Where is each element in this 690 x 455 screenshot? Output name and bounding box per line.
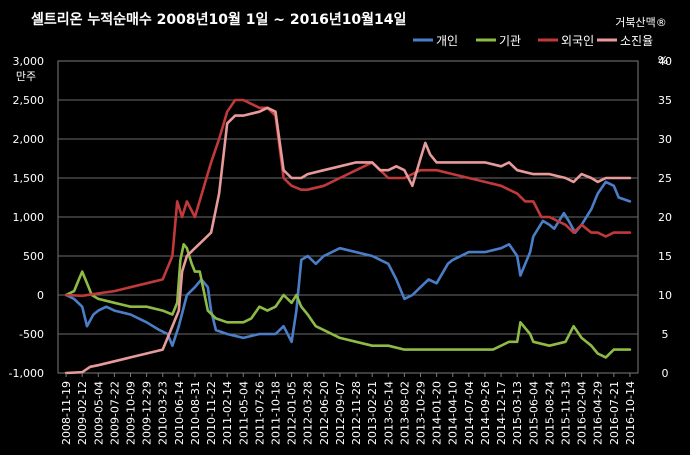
x-tick-label: 2012-03-28	[302, 381, 315, 445]
x-tick-label: 2013-05-14	[382, 381, 395, 445]
x-tick-label: 2014-09-26	[479, 381, 492, 445]
y-right-tick-label: 0	[662, 367, 669, 380]
x-tick-label: 2016-10-14	[624, 381, 637, 445]
legend-label: 개인	[436, 34, 458, 48]
legend-label: 소진율	[620, 34, 653, 48]
x-tick-label: 2014-07-04	[463, 381, 476, 445]
y-left-tick-label: 1,500	[13, 172, 45, 185]
x-tick-label: 2010-11-22	[205, 381, 218, 445]
x-tick-label: 2016-02-04	[576, 381, 589, 445]
x-tick-label: 2009-05-04	[92, 381, 105, 445]
series-line-1	[64, 243, 632, 359]
x-tick-label: 2010-08-31	[189, 381, 202, 445]
y-left-tick-label: 1,000	[13, 211, 45, 224]
x-tick-label: 2014-12-17	[495, 381, 508, 445]
y-right-tick-label: 25	[658, 172, 672, 185]
watermark-text: 거북산맥®	[615, 16, 666, 29]
x-tick-label: 2015-03-13	[511, 381, 524, 445]
x-tick-label: 2011-07-26	[253, 381, 266, 445]
y-left-tick-label: 2,500	[13, 94, 45, 107]
axis-labels: -1,000 -500 0 500 1,000 1,500 2,000 2,500 3,000 0…	[9, 55, 672, 445]
x-tick-label: 2013-10-29	[415, 381, 428, 445]
legend: 개인 기관 외국인 소진율	[413, 34, 653, 48]
y-right-tick-label: 10	[658, 289, 672, 302]
right-axis-unit: %	[658, 54, 668, 67]
series-line-0	[64, 180, 632, 347]
y-left-tick-label: -500	[19, 328, 44, 341]
x-tick-label: 2013-08-02	[398, 381, 411, 445]
y-left-tick-label: -1,000	[9, 367, 44, 380]
y-right-tick-label: 40	[658, 55, 672, 68]
x-tick-label: 2008-11-19	[60, 381, 73, 445]
series-lines	[64, 98, 632, 375]
x-tick-label: 2015-11-13	[560, 381, 573, 445]
y-right-tick-label: 35	[658, 94, 672, 107]
x-tick-label: 2012-11-28	[350, 381, 363, 445]
y-left-tick-label: 500	[23, 250, 44, 263]
x-tick-label: 2009-10-09	[125, 381, 138, 445]
x-tick-label: 2014-04-10	[447, 381, 460, 445]
left-axis-unit: 만주	[16, 70, 36, 83]
x-tick-label: 2012-06-20	[318, 381, 331, 445]
x-tick-label: 2010-03-23	[157, 381, 170, 445]
x-tick-label: 2015-08-24	[543, 381, 556, 445]
x-tick-label: 2010-06-14	[173, 381, 186, 445]
y-right-tick-label: 5	[662, 328, 669, 341]
x-tick-label: 2012-09-07	[334, 381, 347, 445]
legend-label: 외국인	[561, 34, 594, 48]
x-tick-label: 2012-01-05	[286, 381, 299, 445]
x-tick-label: 2009-02-12	[76, 381, 89, 445]
x-tick-label: 2016-04-29	[592, 381, 605, 445]
x-tick-label: 2011-10-18	[270, 381, 283, 445]
x-tick-label: 2011-02-14	[221, 381, 234, 445]
x-tick-label: 2013-02-21	[366, 381, 379, 445]
y-left-tick-label: 3,000	[13, 55, 45, 68]
series-line-2	[64, 98, 632, 298]
x-tick-label: 2011-05-04	[237, 381, 250, 445]
y-left-tick-label: 0	[37, 289, 44, 302]
x-tick-label: 2009-07-22	[108, 381, 121, 445]
x-tick-label: 2016-07-21	[608, 381, 621, 445]
y-right-tick-label: 15	[658, 250, 672, 263]
y-left-tick-label: 2,000	[13, 133, 45, 146]
x-tick-label: 2015-06-04	[527, 381, 540, 445]
y-right-tick-label: 20	[658, 211, 672, 224]
chart-title: 셀트리온 누적순매수 2008년10월 1일 ~ 2016년10월14일	[31, 11, 406, 28]
x-tick-label: 2014-01-20	[431, 381, 444, 445]
x-tick-label: 2009-12-29	[141, 381, 154, 445]
y-right-tick-label: 30	[658, 133, 672, 146]
legend-label: 기관	[499, 34, 521, 48]
series-line-3	[64, 106, 632, 375]
